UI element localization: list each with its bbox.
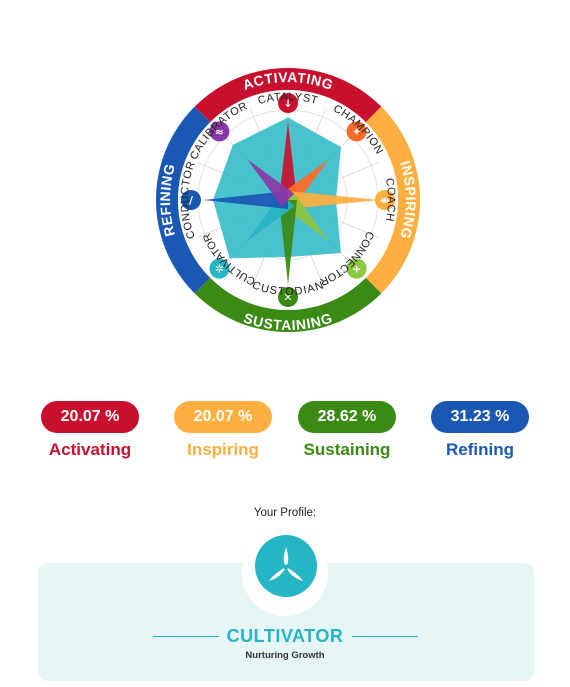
axis-icons: ↓ ✦ ⇹ + ✕ ✲ / ≈ [181, 93, 395, 307]
profile-tagline: Nurturing Growth [245, 650, 325, 661]
percentage-pill-inspiring: 20.07 % [174, 401, 272, 433]
star-point-custodian [279, 200, 297, 285]
star-point-calibrator [247, 159, 295, 207]
quadrant-arc-activating [194, 67, 382, 123]
conductor-icon: / [181, 190, 201, 210]
coach-icon: ⇹ [375, 190, 395, 210]
cultivator-icon-glyph: ✲ [215, 263, 224, 276]
style-wheel-chart: ↓✦⇹+✕✲/≈ ACTIVATING INSPIRING SUSTAINING… [156, 67, 420, 333]
profile-label: Your Profile: [253, 507, 317, 519]
percentage-inspiring: 20.07 % Inspiring [163, 401, 283, 460]
percentage-sustaining: 28.62 % Sustaining [287, 401, 407, 460]
connector-icon-glyph: + [352, 263, 361, 276]
custodian-icon-glyph: ✕ [283, 291, 292, 304]
calibrator-icon-badge [209, 121, 230, 142]
quadrant-percentages: 20.07 % Activating 20.07 % Inspiring 28.… [0, 401, 570, 471]
profile-divider-left [153, 636, 219, 637]
percentage-label-activating: Activating [48, 440, 132, 459]
champion-icon-glyph: ✦ [352, 125, 361, 138]
quadrant-label-sustaining: SUSTAINING [242, 309, 335, 333]
percentage-label-inspiring: Inspiring [187, 440, 259, 459]
quadrant-label-inspiring: INSPIRING [397, 159, 419, 241]
custodian-icon-badge [278, 287, 298, 307]
conductor-icon-glyph: / [189, 194, 194, 207]
percentage-activating: 20.07 % Activating [30, 401, 150, 460]
percentage-refining: 31.23 % Refining [420, 401, 540, 460]
percentage-pill-activating: 20.07 % [41, 401, 139, 433]
catalyst-icon: ↓ [278, 93, 298, 113]
quadrant-arc-inspiring [365, 106, 420, 294]
conductor-icon-badge [181, 190, 201, 210]
percentage-label-refining: Refining [446, 440, 514, 459]
profile-title: CULTIVATOR [226, 626, 344, 646]
champion-icon: ✦ [346, 121, 367, 142]
champion-icon-badge [346, 121, 367, 142]
star-point-conductor [203, 191, 288, 209]
quadrant-arc-refining [156, 106, 211, 294]
connector-icon: + [346, 258, 367, 279]
coach-icon-badge [375, 190, 395, 210]
calibrator-icon: ≈ [209, 121, 230, 142]
star-point-catalyst [279, 121, 297, 200]
axis-label-conductor: CONDUCTOR [179, 160, 198, 241]
calibrator-icon-glyph: ≈ [215, 125, 224, 138]
profile-divider-right [352, 636, 418, 637]
percentage-pill-sustaining: 28.62 % [298, 401, 396, 433]
radar-star-points [203, 121, 380, 285]
cultivator-icon-badge [209, 258, 230, 279]
catalyst-icon-glyph: ↓ [283, 97, 292, 110]
cultivator-icon: ✲ [209, 258, 230, 279]
quadrant-ring [156, 67, 420, 333]
axis-label-coach: COACH [383, 177, 397, 222]
connector-icon-badge [346, 258, 367, 279]
percentage-label-sustaining: Sustaining [303, 440, 391, 459]
catalyst-icon-badge [278, 93, 298, 113]
percentage-pill-refining: 31.23 % [431, 401, 529, 433]
quadrant-label-refining: REFINING [157, 162, 178, 238]
custodian-icon: ✕ [278, 287, 298, 307]
coach-icon-glyph: ⇹ [380, 194, 389, 207]
star-point-coach [288, 191, 380, 209]
quadrant-arc-sustaining [194, 277, 382, 333]
cultivator-icon [255, 535, 317, 597]
